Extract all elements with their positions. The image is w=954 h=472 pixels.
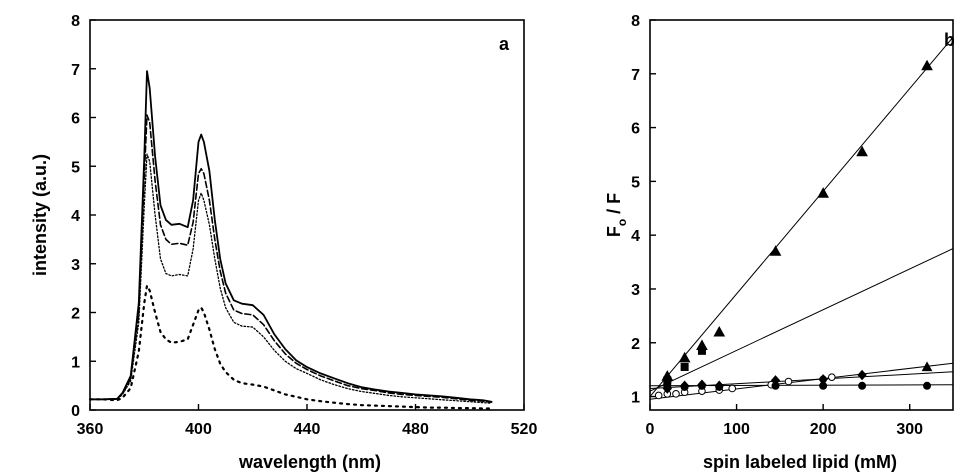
panel-b-y-tick-label: 3	[631, 282, 640, 299]
panel-a-series-line-solid	[89, 70, 493, 403]
filled-circle-marker	[819, 381, 828, 390]
panel-a-series-line-dotted	[89, 153, 493, 404]
square-marker	[680, 362, 689, 371]
panel-a-series-line-sparse-dotted	[88, 284, 493, 410]
panel-a-y-tick-label: 4	[71, 208, 80, 225]
panel-a-x-tick-label: 440	[294, 421, 321, 438]
filled-circle-marker	[771, 381, 780, 390]
panel-b-y-axis-label-rest: / F	[604, 193, 624, 219]
panel-a-series	[88, 70, 493, 410]
panel-b-y-axis-label: Fo / F	[604, 193, 629, 237]
panel-b-y-tick-label: 7	[631, 67, 640, 84]
panel-b-y-axis-label-main: F	[604, 226, 624, 237]
panel-a-y-tick-label: 5	[71, 159, 80, 176]
filled-circle-marker	[923, 381, 932, 390]
triangle-marker	[817, 187, 829, 198]
panel-b-y-tick-label: 4	[631, 228, 640, 245]
diamond-marker	[857, 369, 867, 381]
panel-b-y-tick-label: 8	[631, 13, 640, 30]
panel-a-y-axis-label: intensity (a.u.)	[30, 154, 50, 276]
panel-b: 1 2 3 4 5 6 7 8 0 100 200 300 b spin labeled lipid…	[604, 13, 954, 472]
panel-a-series-line-dashed	[89, 114, 493, 403]
panel-b-fit-line-filled-triangle	[650, 36, 953, 397]
panel-a: 0 1 2 3 4 5 6 7 8 360 400 440 480 520 a wavelength (…	[30, 13, 537, 472]
filled-circle-marker	[663, 381, 672, 390]
panel-b-y-tick-label: 1	[631, 390, 640, 407]
panel-b-x-axis-label: spin labeled lipid (mM)	[703, 452, 897, 472]
panel-a-y-tick-label: 6	[71, 111, 80, 128]
panel-b-fit-line-open-circle	[650, 362, 953, 400]
triangle-marker	[921, 59, 933, 71]
panel-b-y-tick-label: 2	[631, 336, 640, 353]
panel-b-y-axis-label-subscript: o	[615, 219, 629, 226]
triangle-marker	[678, 351, 691, 363]
filled-circle-marker	[858, 381, 867, 390]
panel-b-fit-lines	[650, 36, 953, 400]
panel-a-x-axis-label: wavelength (nm)	[238, 452, 381, 472]
filled-circle-marker	[715, 382, 724, 391]
panel-b-fit-line-filled-square	[650, 248, 953, 392]
panel-a-x-tick-label: 400	[185, 421, 212, 438]
filled-circle-marker	[680, 382, 689, 391]
panel-b-points	[654, 59, 933, 400]
panel-a-y-tick-label: 7	[71, 62, 80, 79]
panel-b-y-tick-label: 6	[631, 121, 640, 138]
panel-a-x-tick-label: 360	[77, 421, 104, 438]
open-circle-marker	[654, 391, 663, 400]
panel-b-y-ticks: 1 2 3 4 5 6 7 8	[631, 13, 656, 407]
panel-a-y-tick-label: 0	[71, 403, 80, 420]
square-marker	[697, 346, 706, 355]
panel-b-tag: b	[944, 30, 954, 50]
panel-a-y-tick-label: 8	[71, 13, 80, 30]
panel-a-x-tick-label: 480	[402, 421, 429, 438]
panel-b-y-tick-label: 5	[631, 174, 640, 191]
panel-b-frame	[649, 19, 954, 411]
panel-b-x-ticks: 0 100 200 300	[646, 404, 923, 438]
panel-a-y-tick-label: 1	[71, 354, 80, 371]
panel-a-x-tick-label: 520	[511, 421, 538, 438]
triangle-marker	[769, 245, 782, 256]
panel-b-fit-line-filled-circle	[650, 384, 953, 387]
open-circle-marker	[828, 373, 836, 381]
panel-b-x-tick-label: 200	[810, 421, 837, 438]
triangle-marker	[713, 325, 726, 337]
open-circle-marker	[784, 377, 793, 386]
triangle-marker	[856, 145, 868, 157]
panel-a-y-ticks: 0 1 2 3 4 5 6 7 8	[71, 13, 96, 420]
triangle-marker	[921, 361, 933, 372]
panel-a-y-tick-label: 2	[71, 306, 80, 323]
panel-a-y-tick-label: 3	[71, 257, 80, 274]
open-circle-marker	[728, 384, 737, 393]
open-circle-marker	[672, 390, 680, 398]
panel-b-x-tick-label: 0	[646, 421, 655, 438]
panel-a-x-ticks: 360 400 440 480 520	[77, 404, 538, 438]
filled-circle-marker	[697, 381, 706, 390]
panel-a-tag: a	[499, 34, 510, 54]
panel-b-x-tick-label: 300	[896, 421, 923, 438]
panel-b-x-tick-label: 100	[723, 421, 750, 438]
